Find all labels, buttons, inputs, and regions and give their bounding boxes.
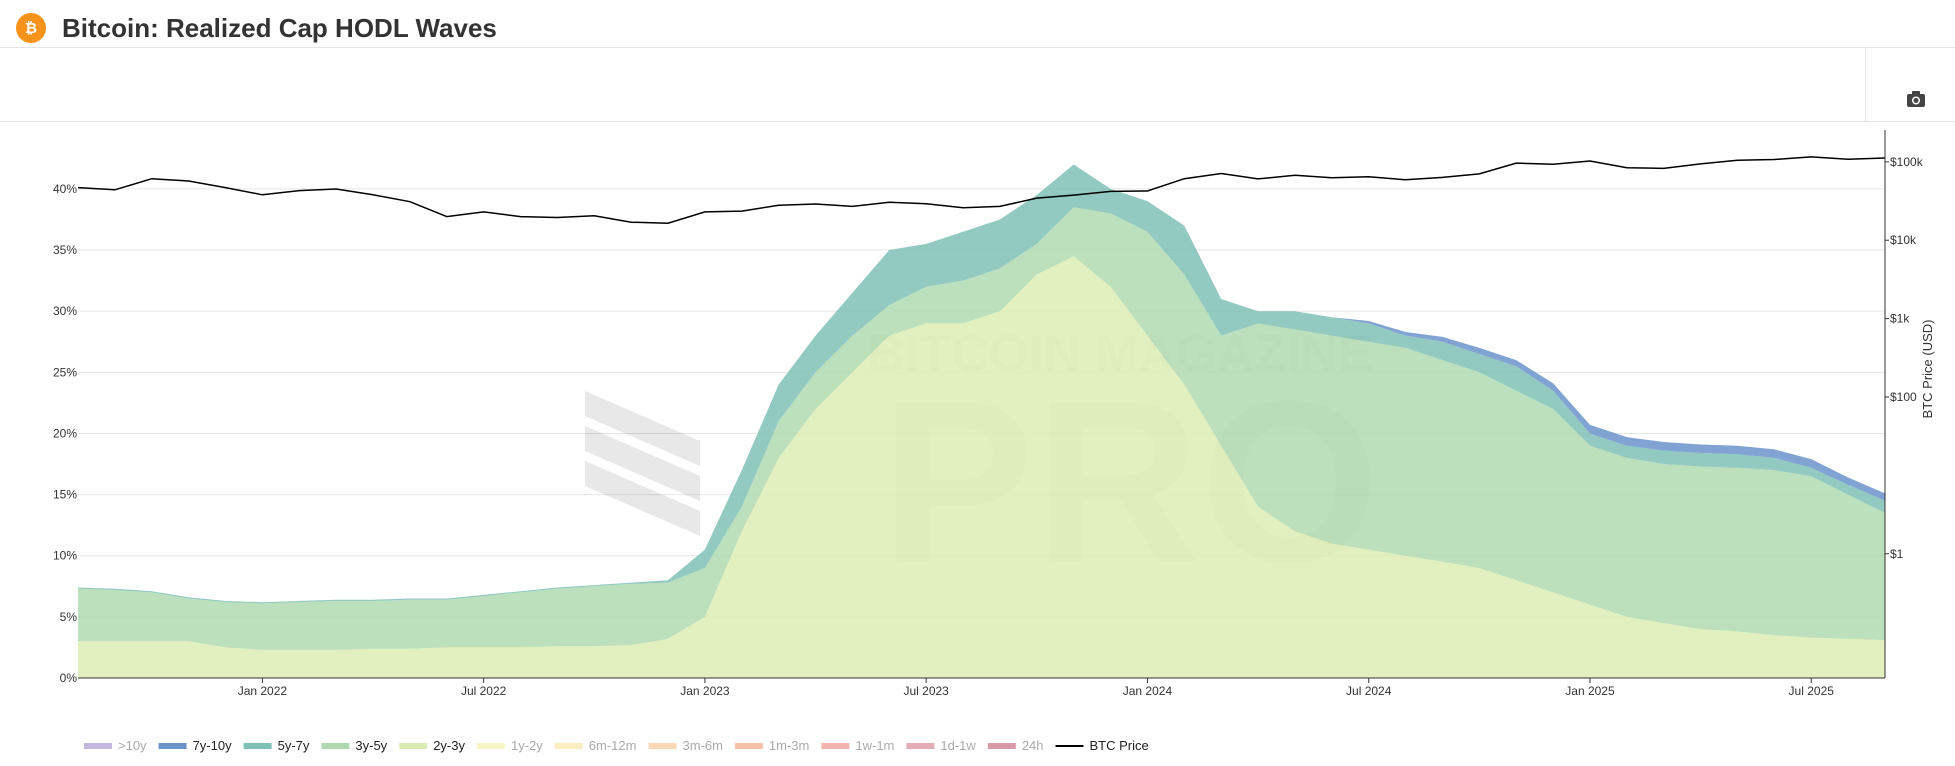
x-tick-label: Jan 2022 xyxy=(238,684,288,698)
legend-item[interactable]: 6m-12m xyxy=(554,738,637,753)
legend-label: BTC Price xyxy=(1090,738,1149,753)
page-title: Bitcoin: Realized Cap HODL Waves xyxy=(62,13,497,43)
watermark-logo xyxy=(585,391,700,536)
legend-label: 1y-2y xyxy=(511,738,543,753)
x-tick-label: Jul 2023 xyxy=(903,684,949,698)
legend-label: 5y-7y xyxy=(278,738,310,753)
y-tick-label: 40% xyxy=(53,182,77,196)
legend-item[interactable]: 24h xyxy=(987,738,1044,753)
legend-label: 1d-1w xyxy=(940,738,976,753)
legend-swatch xyxy=(987,743,1016,749)
y-tick-label: 30% xyxy=(53,304,77,318)
legend-item[interactable]: 1y-2y xyxy=(476,738,543,753)
legend-label: 7y-10y xyxy=(193,738,233,753)
legend-label: 6m-12m xyxy=(589,738,637,753)
y-tick-label: 15% xyxy=(53,488,77,502)
legend-swatch xyxy=(734,743,763,749)
y-tick-label: 35% xyxy=(53,243,77,257)
legend-swatch xyxy=(158,743,187,749)
y2-tick-label: $100k xyxy=(1890,155,1924,169)
legend-item[interactable]: 1d-1w xyxy=(906,738,976,753)
bitcoin-icon: ₿ xyxy=(16,13,46,43)
x-tick-label: Jul 2022 xyxy=(461,684,507,698)
legend-label: >10y xyxy=(118,738,147,753)
x-tick-label: Jan 2024 xyxy=(1123,684,1173,698)
legend-swatch xyxy=(821,743,850,749)
camera-button[interactable] xyxy=(1906,90,1926,108)
chart: 0%5%10%15%20%25%30%35%40%BITCOIN MAGAZIN… xyxy=(53,130,1935,753)
legend-swatch xyxy=(906,743,935,749)
legend-label: 3m-6m xyxy=(682,738,722,753)
x-tick-label: Jul 2024 xyxy=(1346,684,1392,698)
area xyxy=(78,207,1885,650)
legend-swatch xyxy=(648,743,677,749)
legend-label: 1w-1m xyxy=(855,738,894,753)
legend-swatch xyxy=(243,743,272,749)
x-tick-label: Jan 2025 xyxy=(1565,684,1615,698)
price-line xyxy=(77,156,1886,224)
legend-swatch xyxy=(321,743,350,749)
y-tick-label: 10% xyxy=(53,549,77,563)
y-tick-label: 5% xyxy=(60,610,78,624)
legend-item[interactable]: 2y-3y xyxy=(399,738,465,753)
x-tick-label: Jan 2023 xyxy=(680,684,730,698)
y2-tick-label: $1k xyxy=(1890,312,1910,326)
legend-swatch xyxy=(84,743,112,749)
legend-item[interactable]: 1m-3m xyxy=(734,738,809,753)
area xyxy=(78,256,1885,678)
toolbar xyxy=(0,48,1955,122)
header: ₿ Bitcoin: Realized Cap HODL Waves xyxy=(0,0,1955,48)
area xyxy=(78,164,1885,604)
legend-item[interactable]: 3m-6m xyxy=(648,738,723,753)
legend-label: 2y-3y xyxy=(433,738,465,753)
y-tick-label: 20% xyxy=(53,426,77,440)
legend-swatch xyxy=(399,743,428,749)
legend-swatch xyxy=(476,743,505,749)
y-tick-label: 0% xyxy=(60,671,78,685)
x-tick-label: Jul 2025 xyxy=(1789,684,1835,698)
legend-swatch xyxy=(554,743,583,749)
legend-item[interactable]: >10y xyxy=(84,738,147,753)
legend-item[interactable]: BTC Price xyxy=(1055,738,1149,753)
legend-label: 24h xyxy=(1022,738,1044,753)
y2-tick-label: $10k xyxy=(1890,233,1917,247)
legend-item[interactable]: 5y-7y xyxy=(243,738,310,753)
legend-item[interactable]: 7y-10y xyxy=(158,738,233,753)
legend-label: 1m-3m xyxy=(769,738,809,753)
svg-text:₿: ₿ xyxy=(25,20,37,37)
legend-item[interactable]: 3y-5y xyxy=(321,738,388,753)
y2-axis-title: BTC Price (USD) xyxy=(1920,320,1935,419)
legend-item[interactable]: 1w-1m xyxy=(821,738,894,753)
y2-tick-label: $100 xyxy=(1890,390,1917,404)
y-tick-label: 25% xyxy=(53,365,77,379)
y2-tick-label: $1 xyxy=(1890,547,1904,561)
legend-label: 3y-5y xyxy=(355,738,387,753)
